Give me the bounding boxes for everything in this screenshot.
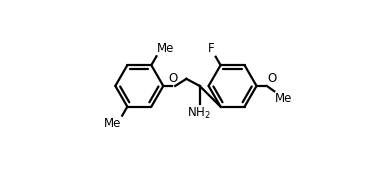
Text: Me: Me (158, 42, 175, 55)
Text: F: F (208, 42, 215, 55)
Text: O: O (267, 72, 276, 85)
Text: Me: Me (275, 92, 292, 105)
Text: Me: Me (104, 117, 121, 130)
Text: NH$_2$: NH$_2$ (187, 105, 211, 121)
Text: O: O (168, 72, 178, 85)
